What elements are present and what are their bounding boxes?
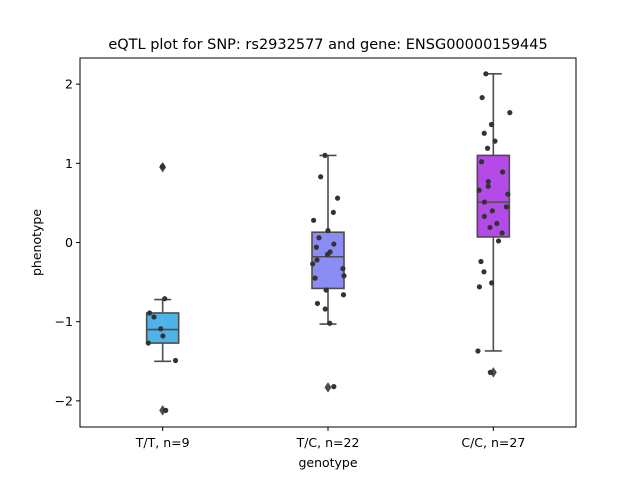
data-point <box>476 284 482 290</box>
y-tick-label: 0 <box>65 235 73 250</box>
data-point <box>314 300 321 307</box>
data-point <box>485 183 491 189</box>
data-point <box>487 224 493 231</box>
data-point <box>151 314 157 320</box>
x-axis-label: genotype <box>298 455 357 470</box>
y-tick-label: −1 <box>55 314 73 329</box>
y-tick-label: −2 <box>55 393 73 408</box>
data-point <box>481 130 487 136</box>
outlier-marker <box>324 382 332 393</box>
data-point <box>341 273 347 279</box>
data-point <box>313 244 319 250</box>
axes: T/T, n=9 T/C, n=22 C/C, n=27 −2 −1 0 1 2 <box>55 77 526 450</box>
data-point <box>327 320 333 326</box>
data-point <box>340 292 347 298</box>
data-point <box>314 257 320 263</box>
data-point <box>494 220 500 227</box>
data-point <box>478 159 485 165</box>
data-point <box>323 287 329 293</box>
data-point <box>312 275 318 281</box>
data-point <box>500 169 506 175</box>
data-point <box>476 187 482 193</box>
data-point <box>484 145 491 151</box>
data-point <box>489 280 495 286</box>
data-point <box>331 241 337 247</box>
data-point <box>488 121 495 128</box>
y-tick-label: 2 <box>65 77 73 92</box>
chart-title: eQTL plot for SNP: rs2932577 and gene: E… <box>108 37 547 53</box>
data-point <box>160 333 166 339</box>
x-tick-label: T/C, n=22 <box>296 435 360 450</box>
box-group-1 <box>145 162 180 416</box>
data-point <box>310 261 316 267</box>
data-point <box>503 204 509 210</box>
data-point <box>316 235 322 241</box>
data-point <box>475 348 481 354</box>
data-point <box>507 110 513 116</box>
data-point <box>322 306 328 312</box>
data-point <box>163 407 169 413</box>
data-point <box>479 94 485 101</box>
data-point <box>172 357 179 364</box>
data-point <box>322 152 328 158</box>
iqr-box <box>476 154 511 238</box>
data-point <box>487 369 493 375</box>
data-point <box>495 238 502 244</box>
data-point <box>158 326 164 332</box>
data-point <box>492 138 498 144</box>
data-point <box>334 195 341 201</box>
data-point <box>505 191 511 197</box>
data-point <box>499 230 505 236</box>
data-point <box>330 209 336 216</box>
x-tick-label: C/C, n=27 <box>461 435 525 450</box>
data-point <box>489 208 495 214</box>
box-group-3 <box>475 71 513 378</box>
plot-area <box>145 71 513 416</box>
data-point <box>481 213 487 219</box>
data-point <box>159 163 165 170</box>
data-point <box>324 251 331 257</box>
data-point <box>311 217 317 223</box>
y-tick-label: 1 <box>65 156 73 171</box>
y-axis-label: phenotype <box>29 209 44 276</box>
data-point <box>162 296 168 302</box>
data-point <box>145 340 151 346</box>
data-point <box>481 199 488 205</box>
data-point <box>325 228 331 234</box>
data-point <box>478 258 484 265</box>
box-group-2 <box>310 152 347 393</box>
data-point <box>318 174 324 180</box>
data-point <box>146 310 153 316</box>
data-point <box>481 269 487 275</box>
data-point <box>331 384 337 390</box>
data-point <box>485 178 491 185</box>
data-point <box>340 266 346 272</box>
data-point <box>483 71 489 77</box>
x-tick-label: T/T, n=9 <box>135 435 190 450</box>
